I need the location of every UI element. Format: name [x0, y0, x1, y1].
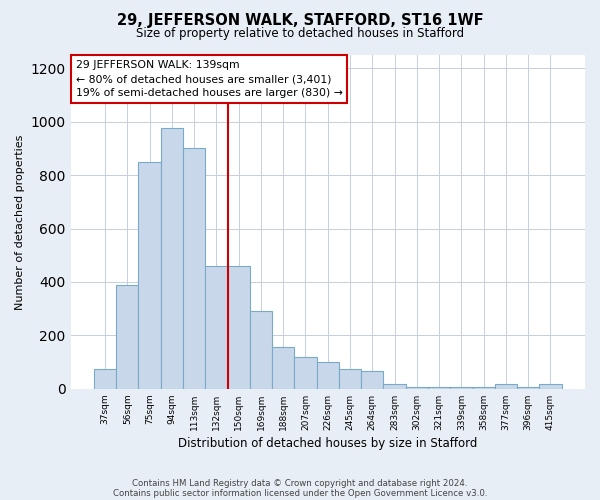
Bar	[272, 348, 295, 389]
Bar	[227, 266, 250, 389]
Bar	[428, 388, 450, 389]
Bar	[205, 266, 227, 389]
Bar	[473, 388, 495, 389]
Bar	[161, 128, 183, 389]
Bar	[339, 369, 361, 389]
Bar	[295, 357, 317, 389]
Bar	[361, 372, 383, 389]
Bar	[183, 148, 205, 389]
Y-axis label: Number of detached properties: Number of detached properties	[15, 134, 25, 310]
Bar	[116, 284, 139, 389]
Bar	[450, 388, 473, 389]
Bar	[94, 369, 116, 389]
Bar	[139, 162, 161, 389]
Text: Contains public sector information licensed under the Open Government Licence v3: Contains public sector information licen…	[113, 488, 487, 498]
Bar	[539, 384, 562, 389]
Bar	[383, 384, 406, 389]
Text: 29 JEFFERSON WALK: 139sqm
← 80% of detached houses are smaller (3,401)
19% of se: 29 JEFFERSON WALK: 139sqm ← 80% of detac…	[76, 60, 343, 98]
Bar	[517, 388, 539, 389]
X-axis label: Distribution of detached houses by size in Stafford: Distribution of detached houses by size …	[178, 437, 478, 450]
Bar	[406, 388, 428, 389]
Text: 29, JEFFERSON WALK, STAFFORD, ST16 1WF: 29, JEFFERSON WALK, STAFFORD, ST16 1WF	[116, 12, 484, 28]
Text: Contains HM Land Registry data © Crown copyright and database right 2024.: Contains HM Land Registry data © Crown c…	[132, 478, 468, 488]
Bar	[495, 384, 517, 389]
Text: Size of property relative to detached houses in Stafford: Size of property relative to detached ho…	[136, 28, 464, 40]
Bar	[317, 362, 339, 389]
Bar	[250, 312, 272, 389]
